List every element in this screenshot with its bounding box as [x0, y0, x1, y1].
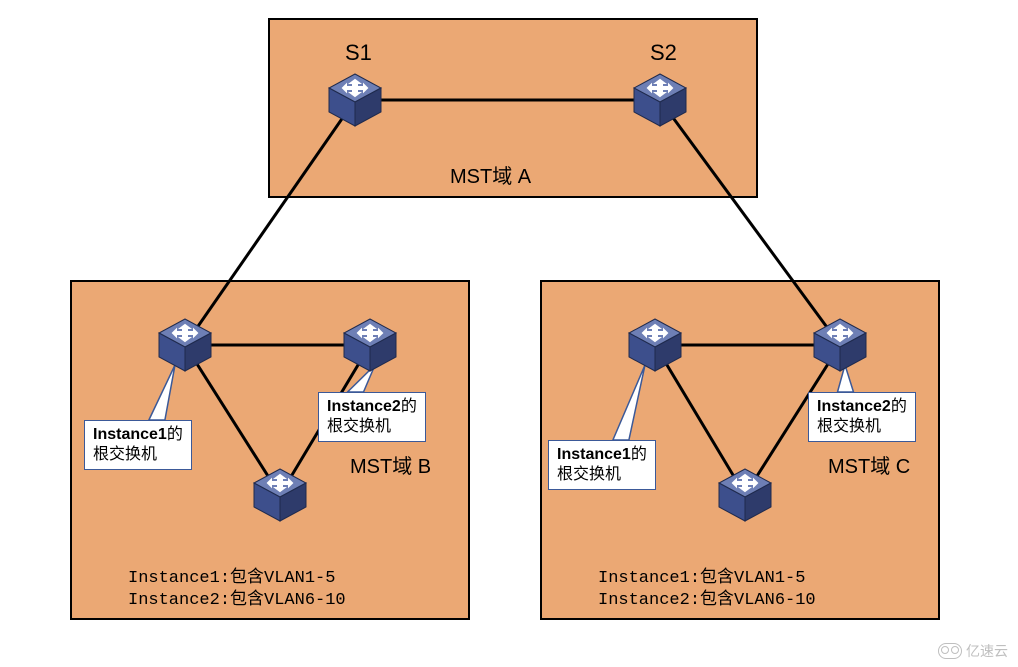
callout-c1-line2: 根交换机 [557, 466, 621, 483]
watermark-text: 亿速云 [966, 641, 1008, 661]
region-c-instances: Instance1:包含VLAN1-5 Instance2:包含VLAN6-10 [598, 568, 816, 612]
watermark: 亿速云 [938, 641, 1008, 661]
callout-c2-suffix: 的 [891, 398, 907, 415]
callout-b-instance2: Instance2的 根交换机 [318, 392, 426, 442]
switch-s1 [325, 70, 385, 130]
region-c-instance1: Instance1:包含VLAN1-5 [598, 569, 805, 588]
switch-c3 [715, 465, 775, 525]
region-b-instance2: Instance2:包含VLAN6-10 [128, 591, 346, 610]
callout-c2-line2: 根交换机 [817, 418, 881, 435]
switch-s2 [630, 70, 690, 130]
region-b-instances: Instance1:包含VLAN1-5 Instance2:包含VLAN6-10 [128, 568, 346, 612]
callout-b-instance1: Instance1的 根交换机 [84, 420, 192, 470]
callout-b1-bold: Instance1 [93, 426, 167, 443]
region-c-instance2: Instance2:包含VLAN6-10 [598, 591, 816, 610]
callout-c2-bold: Instance2 [817, 398, 891, 415]
watermark-icon [938, 643, 962, 659]
callout-c-instance2: Instance2的 根交换机 [808, 392, 916, 442]
region-b-instance1: Instance1:包含VLAN1-5 [128, 569, 335, 588]
callout-c1-bold: Instance1 [557, 446, 631, 463]
switch-b3 [250, 465, 310, 525]
switch-c2 [810, 315, 870, 375]
switch-b2 [340, 315, 400, 375]
switch-c1 [625, 315, 685, 375]
node-s1-label: S1 [345, 40, 372, 66]
callout-b2-bold: Instance2 [327, 398, 401, 415]
region-c-label: MST域 C [828, 450, 910, 479]
region-a-label: MST域 A [450, 160, 531, 189]
callout-b2-suffix: 的 [401, 398, 417, 415]
callout-c1-suffix: 的 [631, 446, 647, 463]
callout-b1-line2: 根交换机 [93, 446, 157, 463]
switch-b1 [155, 315, 215, 375]
callout-b1-suffix: 的 [167, 426, 183, 443]
callout-b2-line2: 根交换机 [327, 418, 391, 435]
node-s2-label: S2 [650, 40, 677, 66]
callout-c-instance1: Instance1的 根交换机 [548, 440, 656, 490]
region-b-label: MST域 B [350, 450, 431, 479]
